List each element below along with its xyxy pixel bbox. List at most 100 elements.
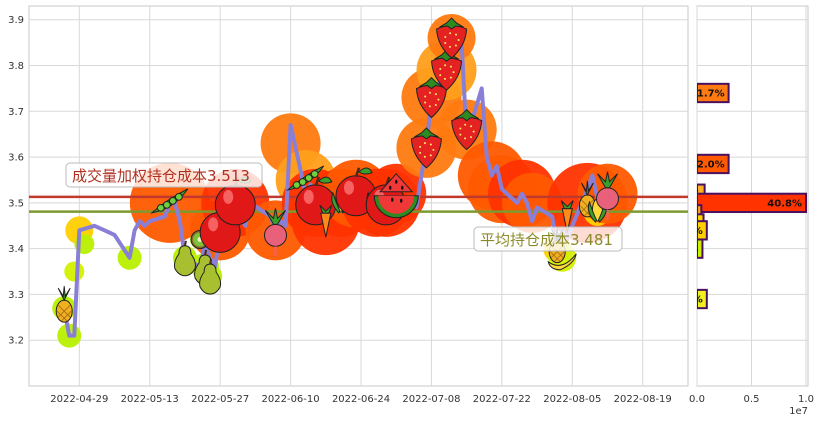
distribution-bar (697, 238, 704, 259)
apple-leaf (358, 167, 373, 175)
apple-shine (303, 189, 314, 204)
pea (298, 178, 307, 186)
side-x-tick-label: 1.0 (798, 394, 814, 405)
distribution-bar-label: 40.8% (767, 198, 802, 209)
price-plot-area (29, 14, 688, 348)
radish-icon (596, 171, 620, 220)
strawberry-seed (444, 64, 447, 67)
pineapple-pattern (580, 199, 595, 217)
carrot-icon (560, 200, 574, 233)
radish-icon (263, 208, 287, 257)
y-tick-label: 3.9 (8, 15, 24, 26)
pear-stem (183, 240, 187, 247)
strawberry-seed (457, 39, 460, 42)
pea (174, 192, 183, 201)
x-tick-label: 2022-06-10 (262, 394, 320, 405)
price-line-layer (55, 17, 620, 338)
pear-body (199, 263, 222, 295)
strawberry-seed (429, 154, 432, 157)
pea (156, 203, 165, 212)
strawberry-seed (464, 123, 467, 126)
strawberry-seed (429, 143, 432, 146)
side-x-tick-label: 0.0 (689, 394, 705, 405)
strawberry-seed (470, 125, 473, 128)
peapod-icon (285, 165, 325, 191)
strawberry-seed (423, 155, 426, 158)
distribution-bar-label: % (693, 295, 703, 306)
watermelon-seed (400, 198, 403, 203)
strawberry-seed (439, 67, 442, 70)
x-tick-label: 2022-07-08 (402, 394, 460, 405)
y-tick-label: 3.4 (8, 244, 24, 255)
strawberry-seed (424, 101, 427, 104)
strawberry-seed (434, 93, 437, 96)
distribution-panel: 1.7%2.0%%40.8%%%% 0.0 0.5 1.0 1e7 (688, 5, 814, 417)
y-tick-label: 3.5 (8, 198, 24, 209)
watermelon-seed (389, 185, 392, 190)
y-tick-label: 3.7 (8, 107, 24, 118)
avg-cost-label: 平均持仓成本3.481 (480, 231, 613, 249)
strawberry-seed (452, 71, 455, 74)
strawberry-seed (448, 45, 451, 48)
apple-stem (354, 167, 361, 178)
corn-husk-left (587, 200, 598, 223)
pear-body (173, 245, 196, 277)
distribution-bar (697, 153, 730, 175)
cost-annotations: 成交量加权持仓成本3.513 平均持仓成本3.481 (65, 162, 623, 252)
carrot-leaves (560, 200, 574, 210)
apple-stem (314, 176, 320, 187)
radish-leaves (265, 208, 286, 225)
strawberry-seed (424, 95, 427, 98)
pea (168, 196, 177, 205)
y-tick-label: 3.6 (8, 153, 24, 164)
pineapple-crown (57, 286, 71, 302)
strawberry-icon (431, 49, 463, 91)
strawberry-seed (449, 32, 452, 35)
distribution-bars: 1.7%2.0%%40.8%%%% (688, 82, 807, 310)
banana-icon (547, 253, 577, 271)
pear-icon (173, 240, 196, 277)
pineapple-pattern (549, 245, 565, 262)
strawberry-seed (423, 142, 426, 145)
pear-stem (204, 249, 208, 256)
corn-husk-left (331, 191, 341, 214)
watermelon-seed (395, 179, 398, 184)
y-tick-label: 3.8 (8, 61, 24, 72)
banana-body (547, 253, 577, 271)
pea (162, 200, 171, 209)
strawberry-seed (472, 130, 475, 133)
strawberry-seed (432, 148, 435, 151)
strawberry-seed (449, 76, 452, 79)
strawberry-seed (428, 91, 431, 94)
strawberry-leaves (434, 49, 459, 62)
watermelon-seed (391, 197, 394, 202)
strawberry-seed (444, 42, 447, 45)
x-tick-label: 2022-08-19 (614, 394, 672, 405)
strawberry-leaves (454, 108, 479, 122)
strawberry-seed (439, 74, 442, 77)
strawberry-seed (459, 127, 462, 130)
pineapple-crown (580, 180, 594, 196)
holding-circle (502, 172, 563, 233)
distribution-bar (697, 288, 708, 310)
strawberry-seed (443, 77, 446, 80)
strawberry-seed (444, 35, 447, 38)
price-y-axis: 3.2 3.3 3.4 3.5 3.6 3.7 3.8 3.9 (8, 15, 24, 346)
strawberry-seed (459, 133, 462, 136)
apple-shine (208, 217, 219, 232)
distribution-bar-label: % (688, 244, 698, 255)
distribution-bar (697, 192, 807, 214)
strawberry-seed (434, 104, 437, 107)
watermelon-seed (401, 185, 404, 190)
x-tick-label: 2022-08-05 (543, 394, 601, 405)
pineapple-icon (55, 286, 73, 323)
pear-icon (199, 258, 222, 295)
x-tick-label: 2022-05-27 (191, 394, 249, 405)
strawberry-leaves (439, 17, 464, 30)
distribution-scale-label: 1e7 (789, 406, 808, 417)
peapod-icon (150, 188, 189, 214)
pineapple-pattern (56, 304, 72, 322)
vwap-label-box (65, 162, 263, 188)
strawberry-seed (455, 33, 458, 36)
